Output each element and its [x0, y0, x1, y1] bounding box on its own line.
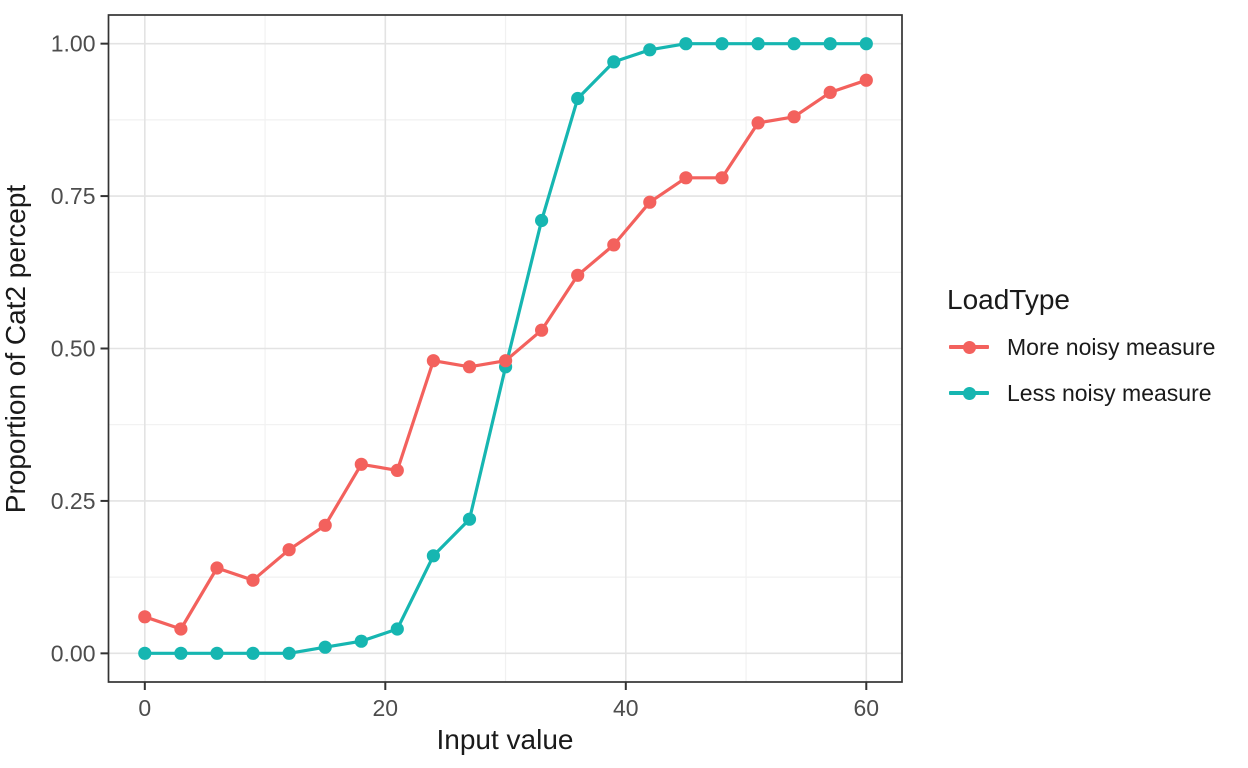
data-point-series-0 — [607, 238, 621, 252]
legend-entry: More noisy measure — [947, 324, 1247, 370]
data-point-series-0 — [787, 110, 801, 124]
data-point-series-0 — [751, 116, 765, 130]
legend-key-icon — [949, 382, 989, 405]
legend-key-icon — [949, 336, 989, 359]
data-point-series-1 — [246, 646, 260, 660]
data-point-series-1 — [174, 646, 188, 660]
data-point-series-1 — [354, 634, 368, 648]
x-tick-label: 0 — [138, 695, 151, 721]
legend-entry-label: More noisy measure — [1007, 333, 1216, 360]
data-point-series-1 — [715, 37, 729, 51]
y-axis-title: Proportion of Cat2 percept — [0, 184, 31, 514]
legend-title: LoadType — [947, 284, 1070, 315]
legend-entries: More noisy measure Less noisy measure — [947, 324, 1247, 416]
data-point-series-0 — [390, 463, 404, 477]
data-point-series-1 — [787, 37, 801, 51]
x-tick-label: 60 — [853, 695, 879, 721]
data-point-series-0 — [318, 518, 332, 532]
data-point-series-1 — [571, 91, 585, 106]
data-point-series-1 — [390, 622, 404, 636]
data-point-series-1 — [643, 43, 657, 57]
y-tick-label: 0.00 — [51, 640, 96, 666]
data-point-series-1 — [607, 55, 621, 69]
data-point-series-0 — [462, 360, 477, 374]
legend-key-point-icon — [962, 386, 976, 400]
data-point-series-1 — [679, 37, 693, 51]
x-tick-label: 40 — [613, 695, 639, 721]
data-point-series-1 — [751, 37, 765, 51]
data-point-series-1 — [859, 37, 873, 51]
data-point-series-1 — [535, 213, 549, 228]
data-point-series-1 — [426, 549, 440, 563]
x-axis-title: Input value — [436, 724, 574, 755]
data-point-series-0 — [571, 268, 585, 282]
data-point-series-1 — [462, 512, 477, 526]
data-point-series-1 — [282, 646, 296, 660]
data-point-series-0 — [246, 573, 260, 587]
data-point-series-0 — [715, 171, 729, 185]
y-tick-label: 0.25 — [51, 488, 96, 514]
data-point-series-0 — [426, 354, 440, 368]
data-point-series-0 — [859, 73, 873, 87]
data-point-series-0 — [210, 561, 224, 575]
data-point-series-0 — [643, 195, 657, 209]
x-tick-label: 20 — [373, 695, 399, 721]
data-point-series-1 — [138, 646, 152, 660]
data-point-series-0 — [535, 323, 549, 337]
data-point-series-0 — [138, 610, 152, 624]
data-point-series-1 — [823, 37, 837, 51]
y-tick-label: 1.00 — [51, 31, 96, 57]
data-point-series-0 — [354, 457, 368, 471]
data-point-series-0 — [499, 354, 513, 368]
legend-entry-label: Less noisy measure — [1007, 379, 1212, 406]
data-point-series-0 — [679, 171, 693, 185]
legend-key-point-icon — [962, 340, 976, 354]
y-tick-label: 0.75 — [51, 183, 96, 209]
data-point-series-0 — [823, 85, 837, 99]
data-point-series-0 — [282, 543, 296, 557]
y-tick-label: 0.50 — [51, 336, 96, 362]
data-point-series-1 — [318, 640, 332, 654]
legend-entry: Less noisy measure — [947, 370, 1247, 416]
data-point-series-1 — [210, 646, 224, 660]
data-point-series-0 — [174, 622, 188, 636]
